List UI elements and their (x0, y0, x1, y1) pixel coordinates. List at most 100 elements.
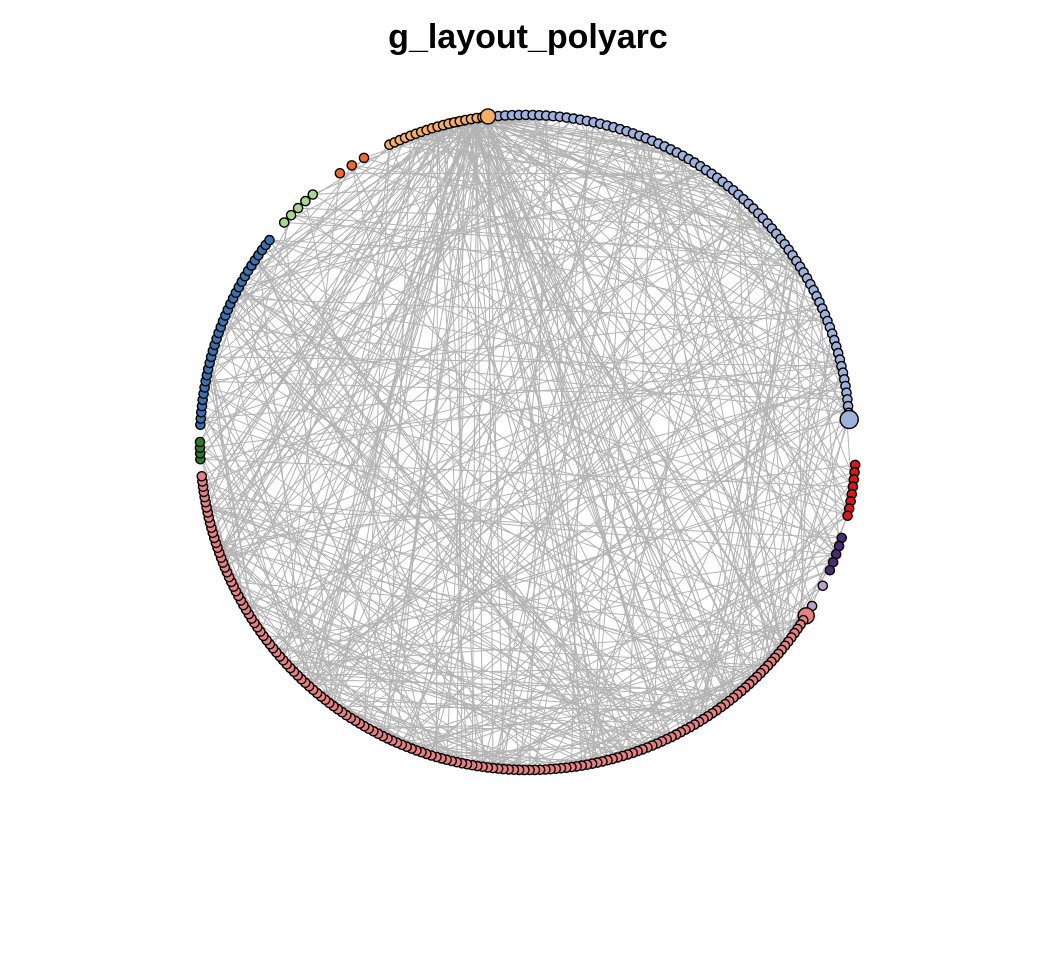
edge (518, 122, 595, 770)
edge (219, 385, 846, 554)
edge (204, 387, 742, 692)
node-salmon (196, 470, 208, 482)
edge (204, 387, 704, 720)
edge (476, 117, 851, 502)
edge (684, 255, 794, 730)
edge (204, 387, 842, 539)
node-light-green (300, 195, 311, 207)
edge (235, 140, 653, 294)
edge (333, 137, 647, 707)
edge (283, 115, 489, 223)
edge (254, 259, 789, 643)
edge (201, 405, 786, 647)
node-orange (358, 152, 370, 164)
edge (525, 114, 804, 273)
edge (282, 131, 422, 661)
edge (487, 255, 794, 768)
edge (200, 365, 842, 420)
edge (728, 249, 790, 702)
edge (676, 152, 850, 414)
edge (487, 116, 603, 762)
edge (199, 453, 546, 770)
edge (212, 532, 393, 741)
edge (206, 506, 842, 539)
edge (484, 117, 696, 725)
edge (497, 155, 684, 769)
edge (282, 243, 786, 661)
edge (339, 172, 712, 175)
edge (204, 387, 422, 753)
edge (363, 126, 439, 727)
edge (199, 453, 339, 710)
edge (238, 173, 712, 288)
edge (211, 126, 614, 529)
edge (470, 118, 686, 730)
edge (671, 569, 831, 738)
edge (508, 399, 848, 770)
edge (482, 116, 850, 414)
edge (224, 173, 712, 568)
node-lavender (817, 580, 829, 592)
edge (283, 659, 541, 771)
plot-title: g_layout_polyarc (388, 18, 668, 56)
edge (225, 315, 618, 758)
edge (470, 118, 624, 757)
edge (218, 115, 547, 554)
edge (482, 138, 647, 767)
edge (446, 117, 478, 760)
edge (459, 120, 831, 328)
edge (205, 308, 823, 382)
edge (269, 643, 633, 754)
edge (213, 537, 463, 764)
edge (757, 213, 848, 400)
edge (487, 116, 663, 742)
edge (482, 116, 659, 145)
edge (406, 641, 789, 748)
edge (699, 166, 783, 650)
edge (210, 356, 648, 748)
edge (205, 116, 489, 382)
edge (737, 194, 754, 681)
edge (199, 165, 353, 443)
node-light-orange (479, 108, 497, 125)
edge (756, 314, 826, 677)
edge (760, 419, 850, 674)
edge (211, 356, 842, 367)
edge (464, 120, 841, 361)
edge (282, 117, 478, 661)
edge (651, 140, 786, 245)
edge (272, 647, 734, 699)
edge (207, 207, 299, 370)
edge (487, 116, 709, 717)
edge (247, 115, 506, 272)
edge (222, 320, 663, 742)
edge (401, 339, 835, 746)
edge (513, 194, 739, 770)
edge (244, 275, 840, 547)
edge (304, 117, 478, 683)
edge (201, 189, 734, 477)
edge (470, 118, 837, 555)
edge (443, 124, 813, 607)
edge (534, 135, 640, 770)
edge (293, 671, 515, 771)
edge (487, 116, 854, 488)
edge (470, 118, 700, 723)
edge (206, 128, 433, 508)
edge (300, 117, 478, 680)
edge (482, 116, 734, 191)
edge (215, 464, 856, 544)
node-light-green (307, 189, 319, 200)
edge (308, 203, 749, 687)
edge (497, 116, 561, 769)
edge (481, 116, 758, 678)
edge (682, 155, 783, 650)
edge (263, 635, 768, 667)
edge (276, 479, 854, 653)
edge (487, 116, 807, 617)
edge (293, 143, 659, 673)
edge (216, 116, 483, 340)
edge (457, 121, 672, 738)
edge (341, 405, 849, 713)
edge (387, 117, 478, 739)
